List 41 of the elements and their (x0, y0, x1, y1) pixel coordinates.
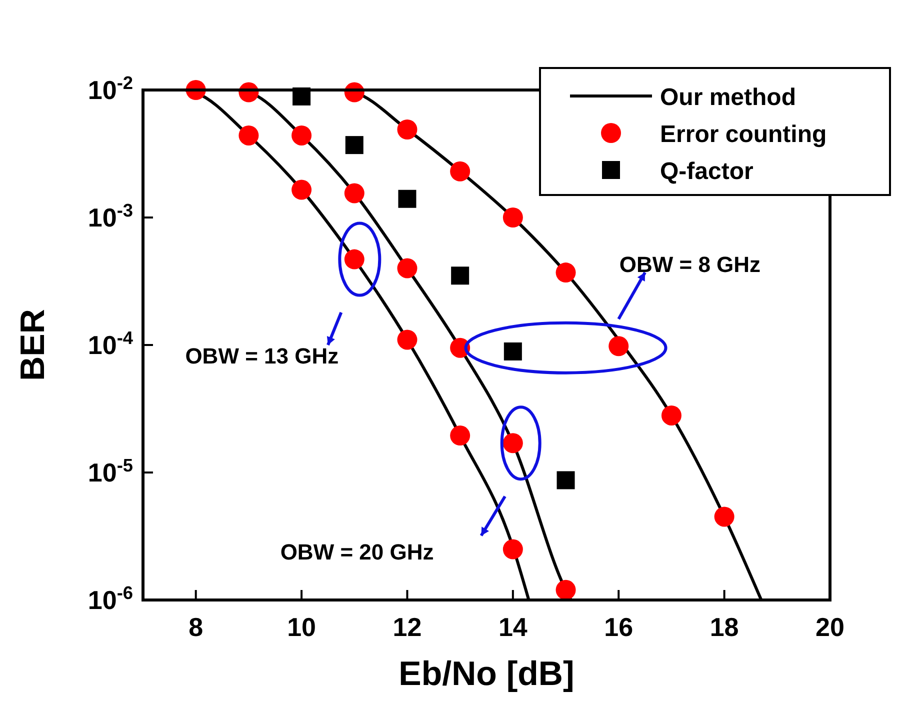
point (344, 183, 364, 204)
point (450, 161, 470, 182)
x-tick-label: 20 (816, 612, 844, 642)
point (502, 539, 523, 560)
legend-label: Error counting (660, 121, 827, 148)
point (238, 125, 259, 146)
x-tick-label: 8 (188, 612, 204, 642)
x-tick-label: 12 (392, 612, 422, 642)
point (502, 208, 523, 228)
point (451, 266, 470, 285)
x-axis-title: Eb/No [dB] (398, 655, 574, 693)
point (397, 258, 418, 278)
point (556, 471, 575, 490)
point (661, 405, 682, 426)
y-tick-label: 10$^{-6}$ (88, 583, 133, 615)
point (608, 336, 629, 356)
x-tick-label: 16 (604, 612, 634, 642)
point (292, 125, 312, 146)
annotation: OBW = 8 GHz (619, 252, 761, 278)
point (397, 120, 418, 140)
point (556, 580, 576, 600)
y-tick-label: 10$^{-4}$ (88, 328, 134, 360)
x-tick-label: 14 (498, 612, 528, 642)
x-tick-label: 10 (287, 612, 316, 642)
point (450, 426, 470, 446)
point (397, 330, 418, 350)
y-tick-label: 10$^{-5}$ (88, 456, 133, 488)
legend-label: Our method (660, 84, 796, 111)
point (556, 262, 576, 283)
point (398, 190, 416, 208)
x-tick-label: 18 (710, 612, 739, 642)
point (292, 180, 312, 200)
annotation: OBW = 20 GHz (280, 540, 434, 565)
y-tick-label: 10$^{-3}$ (88, 200, 133, 232)
point (504, 342, 522, 360)
y-tick-label: 10$^{-2}$ (88, 73, 133, 105)
point (714, 506, 734, 527)
y-axis-title: BER (14, 309, 52, 381)
annotation: OBW = 13 GHz (185, 343, 339, 368)
legend-label: Q-factor (660, 158, 754, 185)
point (345, 136, 364, 154)
